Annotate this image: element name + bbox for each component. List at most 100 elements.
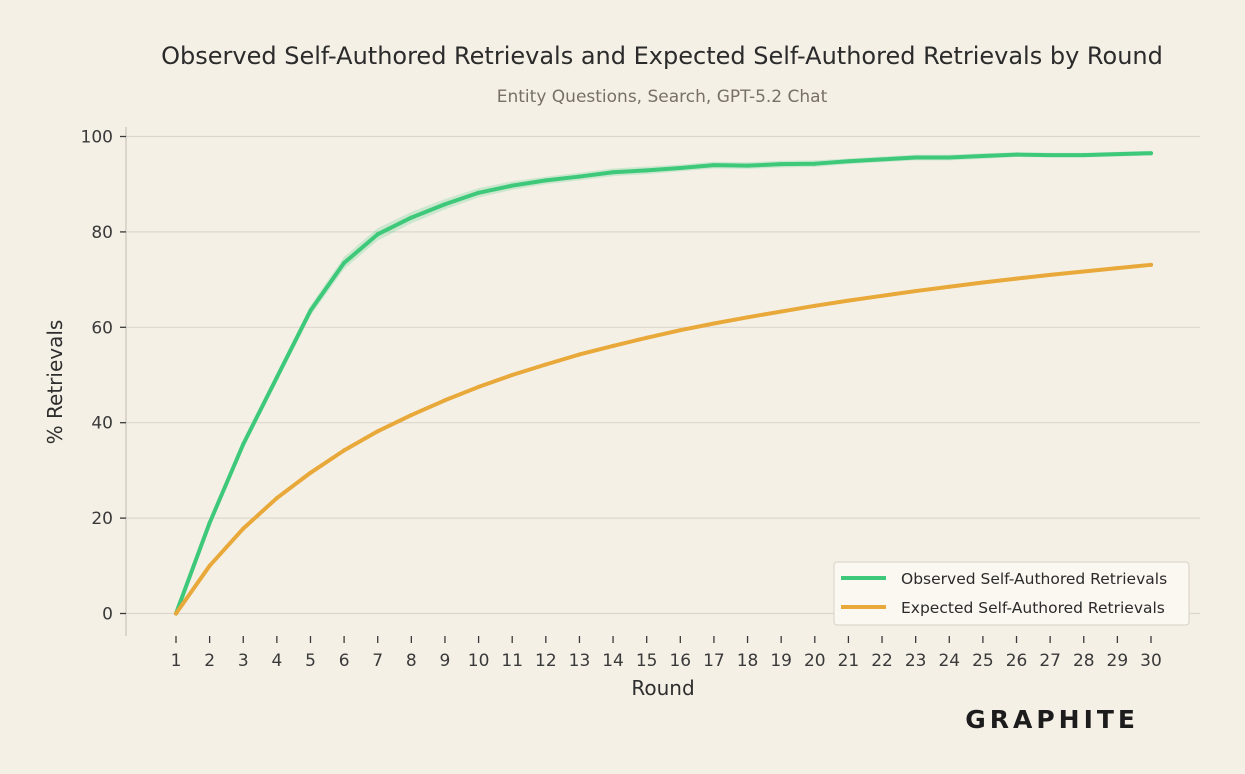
point-observed-self-authored-retrievals-3 [241,442,246,447]
point-observed-self-authored-retrievals-4 [274,375,279,380]
point-observed-self-authored-retrievals-27 [1048,153,1053,158]
point-expected-self-authored-retrievals-12 [543,362,548,367]
grid-lines [126,135,1200,615]
y-tick-label-60: 60 [91,318,113,338]
point-observed-self-authored-retrievals-25 [980,154,985,159]
band-observed-self-authored-retrievals [176,150,1151,614]
point-observed-self-authored-retrievals-23 [913,155,918,160]
point-observed-self-authored-retrievals-10 [476,190,481,195]
x-tick-label-18: 18 [737,651,759,671]
point-expected-self-authored-retrievals-2 [207,563,212,568]
point-expected-self-authored-retrievals-24 [947,284,952,289]
point-expected-self-authored-retrievals-4 [274,496,279,501]
y-tick-labels: 0 20 40 60 80 100 [81,128,126,625]
graphite-logo: GRAPHITE [965,705,1139,734]
x-tick-label-2: 2 [204,651,215,671]
point-expected-self-authored-retrievals-27 [1048,272,1053,277]
point-observed-self-authored-retrievals-19 [779,162,784,167]
x-axis-label: Round [631,676,694,700]
x-tick-label-9: 9 [440,651,451,671]
point-expected-self-authored-retrievals-28 [1081,269,1086,274]
point-observed-self-authored-retrievals-9 [442,202,447,207]
point-expected-self-authored-retrievals-15 [644,335,649,340]
point-observed-self-authored-retrievals-5 [308,308,313,313]
point-expected-self-authored-retrievals-11 [510,373,515,377]
x-tick-label-8: 8 [406,651,417,671]
point-expected-self-authored-retrievals-7 [375,429,380,434]
x-tick-label-7: 7 [372,651,383,671]
x-tick-label-19: 19 [770,651,792,671]
legend-label-expected: Expected Self-Authored Retrievals [901,599,1165,617]
x-tick-label-15: 15 [636,651,658,671]
chart-title: Observed Self-Authored Retrievals and Ex… [161,42,1163,70]
point-observed-self-authored-retrievals-7 [375,232,380,237]
point-expected-self-authored-retrievals-5 [308,470,313,475]
x-tick-label-6: 6 [339,651,350,671]
point-expected-self-authored-retrievals-30 [1149,262,1153,267]
x-tick-label-12: 12 [535,651,557,671]
point-expected-self-authored-retrievals-25 [980,280,985,285]
point-observed-self-authored-retrievals-6 [342,260,347,265]
point-expected-self-authored-retrievals-22 [880,293,885,298]
point-observed-self-authored-retrievals-30 [1149,151,1153,156]
series-lines [174,150,1153,616]
point-observed-self-authored-retrievals-15 [644,168,649,173]
x-tick-label-28: 28 [1073,651,1095,671]
point-observed-self-authored-retrievals-11 [510,183,515,188]
point-observed-self-authored-retrievals-8 [409,215,414,220]
point-expected-self-authored-retrievals-14 [611,343,616,348]
y-axis-label: % Retrievals [43,320,67,445]
y-tick-label-100: 100 [81,128,113,148]
x-tick-label-5: 5 [305,651,316,671]
x-tick-label-23: 23 [905,651,927,671]
x-tick-labels: 1 2 3 4 5 6 7 8 9 10 11 12 13 14 15 16 17 18 19 20 21 22 23 24 2… [171,636,1162,671]
point-expected-self-authored-retrievals-26 [1014,276,1019,281]
point-observed-self-authored-retrievals-12 [543,178,548,183]
point-expected-self-authored-retrievals-17 [711,321,716,326]
legend-box [833,561,1190,626]
x-tick-label-11: 11 [501,651,523,671]
point-expected-self-authored-retrievals-21 [846,298,851,303]
legend-label-observed: Observed Self-Authored Retrievals [901,570,1167,588]
line-observed-self-authored-retrievals [174,151,1153,616]
x-tick-label-24: 24 [938,651,960,671]
point-expected-self-authored-retrievals-1 [174,611,178,616]
x-tick-label-3: 3 [238,651,249,671]
point-observed-self-authored-retrievals-17 [711,163,716,168]
x-tick-label-30: 30 [1140,651,1162,671]
point-expected-self-authored-retrievals-23 [913,289,918,294]
x-tick-label-25: 25 [972,651,994,671]
point-expected-self-authored-retrievals-29 [1115,266,1120,271]
x-tick-label-20: 20 [804,651,826,671]
point-expected-self-authored-retrievals-18 [745,315,750,320]
point-expected-self-authored-retrievals-3 [241,526,246,531]
point-expected-self-authored-retrievals-16 [678,328,683,333]
point-expected-self-authored-retrievals-6 [342,448,347,453]
y-tick-label-40: 40 [91,414,113,434]
point-observed-self-authored-retrievals-20 [812,161,817,166]
point-expected-self-authored-retrievals-8 [409,413,414,418]
x-tick-label-1: 1 [171,651,182,671]
x-tick-label-13: 13 [569,651,591,671]
point-expected-self-authored-retrievals-20 [812,303,817,308]
point-expected-self-authored-retrievals-13 [577,352,582,357]
point-observed-self-authored-retrievals-14 [611,170,616,175]
legend: Observed Self-Authored Retrievals Expect… [833,561,1190,626]
point-observed-self-authored-retrievals-28 [1081,153,1086,158]
point-observed-self-authored-retrievals-29 [1115,152,1120,157]
point-observed-self-authored-retrievals-13 [577,174,582,179]
x-tick-label-29: 29 [1107,651,1129,671]
x-tick-label-27: 27 [1039,651,1061,671]
point-expected-self-authored-retrievals-9 [442,398,447,403]
point-observed-self-authored-retrievals-22 [880,157,885,162]
x-tick-label-17: 17 [703,651,725,671]
point-expected-self-authored-retrievals-19 [779,309,784,314]
point-observed-self-authored-retrievals-26 [1014,152,1019,157]
x-tick-label-21: 21 [838,651,860,671]
chart-subtitle: Entity Questions, Search, GPT-5.2 Chat [497,87,828,107]
x-tick-label-14: 14 [602,651,624,671]
x-tick-label-4: 4 [271,651,282,671]
x-tick-label-22: 22 [871,651,893,671]
point-observed-self-authored-retrievals-21 [846,159,851,164]
